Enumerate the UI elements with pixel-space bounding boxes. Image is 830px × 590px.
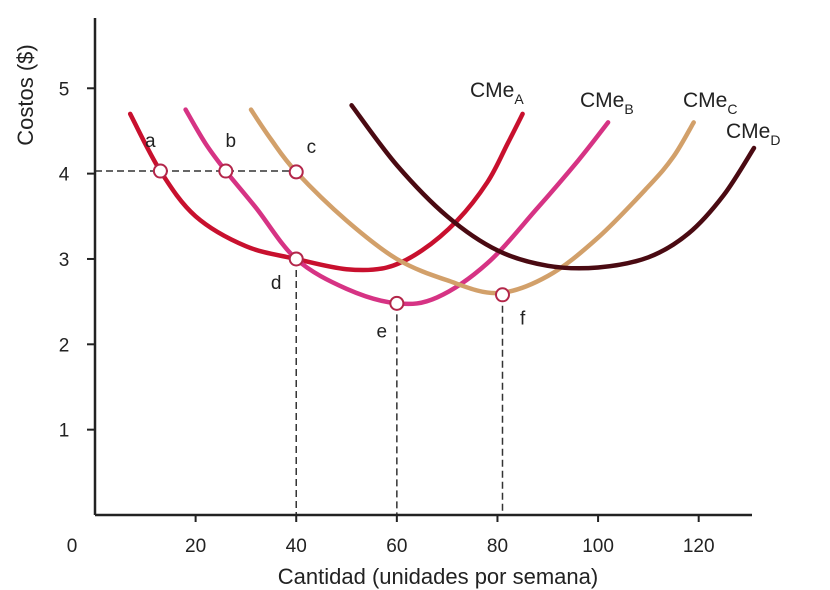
y-tick-label: 1 bbox=[59, 421, 70, 442]
x-axis-title: Cantidad (unidades por semana) bbox=[278, 564, 598, 589]
point-marker-e bbox=[389, 295, 405, 311]
x-tick-label: 0 bbox=[67, 536, 78, 557]
y-tick-label: 5 bbox=[59, 79, 70, 100]
y-tick-label: 2 bbox=[59, 335, 70, 356]
curve-label-subscript: A bbox=[514, 91, 524, 107]
point-markers: a b c d e f bbox=[145, 131, 526, 342]
curve-label-subscript: B bbox=[624, 101, 633, 117]
point-marker-b bbox=[218, 163, 234, 179]
axes bbox=[93, 18, 752, 517]
point-marker-d bbox=[288, 251, 304, 267]
curve-label-base: CMe bbox=[726, 120, 770, 143]
curve-cmea bbox=[127, 111, 525, 273]
x-tick-label: 120 bbox=[683, 536, 715, 557]
curve-label-subscript: C bbox=[727, 101, 737, 117]
point-marker-c bbox=[288, 164, 304, 180]
point-label-a: a bbox=[145, 131, 156, 152]
curve-label-base: CMe bbox=[683, 89, 727, 112]
y-axis-title: Costos ($) bbox=[13, 44, 38, 145]
curve-label-cmec: CMeC bbox=[683, 89, 737, 117]
y-tick-label: 4 bbox=[59, 165, 70, 186]
x-tick-label: 100 bbox=[582, 536, 614, 557]
x-tick-label: 60 bbox=[386, 536, 407, 557]
curves bbox=[127, 103, 757, 307]
curve-label-cmeb: CMeB bbox=[580, 89, 634, 117]
curve-cmed bbox=[349, 103, 757, 271]
tick-marks bbox=[87, 87, 700, 522]
curve-label-subscript: D bbox=[770, 132, 780, 148]
point-label-e: e bbox=[376, 321, 387, 342]
point-label-c: c bbox=[307, 137, 317, 158]
curve-label-base: CMe bbox=[470, 79, 514, 102]
x-tick-label: 40 bbox=[286, 536, 307, 557]
point-label-b: b bbox=[226, 131, 237, 152]
point-marker-a bbox=[152, 163, 168, 179]
curve-label-cmea: CMeA bbox=[470, 79, 524, 107]
tick-labels: 0 20 40 60 80 100 120 1 2 3 4 5 bbox=[59, 79, 715, 557]
curve-label-cmed: CMeD bbox=[726, 120, 780, 148]
y-tick-label: 3 bbox=[59, 250, 70, 271]
guide-lines bbox=[95, 170, 504, 515]
point-marker-f bbox=[494, 287, 510, 303]
x-tick-label: 80 bbox=[487, 536, 508, 557]
x-tick-label: 20 bbox=[185, 536, 206, 557]
point-label-d: d bbox=[271, 273, 282, 294]
point-label-f: f bbox=[520, 309, 526, 330]
curve-cmeb bbox=[183, 107, 611, 307]
curve-label-base: CMe bbox=[580, 89, 624, 112]
